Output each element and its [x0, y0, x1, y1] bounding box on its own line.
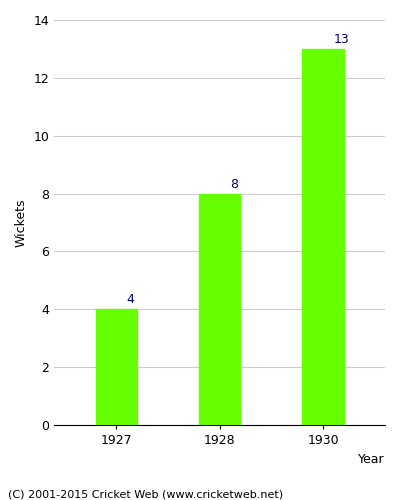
Text: Year: Year — [358, 454, 385, 466]
Bar — [96, 310, 137, 425]
Text: (C) 2001-2015 Cricket Web (www.cricketweb.net): (C) 2001-2015 Cricket Web (www.cricketwe… — [8, 490, 283, 500]
Text: 13: 13 — [333, 33, 349, 46]
Text: 8: 8 — [230, 178, 238, 190]
Bar — [302, 49, 344, 425]
Text: 4: 4 — [127, 294, 134, 306]
Bar — [199, 194, 240, 425]
Y-axis label: Wickets: Wickets — [15, 198, 28, 247]
